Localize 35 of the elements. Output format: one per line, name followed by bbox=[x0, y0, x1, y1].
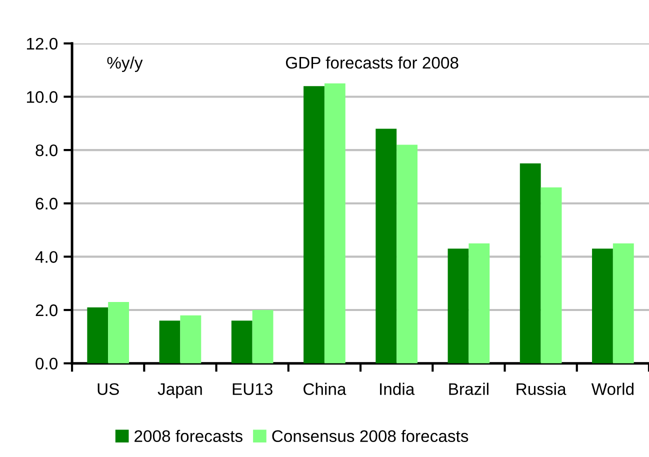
y-tick-label: 12.0 bbox=[26, 38, 58, 50]
x-tick-label: China bbox=[304, 382, 346, 395]
bar bbox=[180, 315, 202, 364]
bar bbox=[540, 187, 562, 364]
bar bbox=[376, 128, 397, 364]
y-tick-label: 10.0 bbox=[26, 91, 58, 103]
x-tick-label: Brazil bbox=[449, 382, 488, 395]
y-tick-label: 2.0 bbox=[36, 304, 58, 316]
bar bbox=[468, 243, 490, 364]
bar bbox=[448, 248, 469, 364]
x-tick-label: Japan bbox=[158, 383, 202, 398]
x-tick-label: EU13 bbox=[232, 383, 272, 395]
y-tick-label: 6.0 bbox=[36, 198, 58, 210]
x-tick-label: US bbox=[98, 383, 119, 395]
bar bbox=[304, 86, 324, 364]
bar bbox=[108, 302, 130, 364]
bar bbox=[396, 144, 418, 364]
y-tick-label: 8.0 bbox=[36, 144, 58, 156]
bar bbox=[324, 83, 346, 364]
legend-label: Consensus 2008 forecasts bbox=[272, 430, 468, 442]
legend-label: 2008 forecasts bbox=[134, 430, 242, 442]
bar bbox=[592, 248, 613, 364]
bar bbox=[231, 320, 252, 364]
y-axis-title: %y/y bbox=[107, 56, 143, 72]
text: GDP forecasts for 2008 bbox=[286, 56, 458, 69]
y-tick-label: 0.0 bbox=[36, 358, 58, 370]
x-tick-label: India bbox=[380, 382, 415, 395]
bar bbox=[252, 310, 274, 364]
bar bbox=[87, 307, 108, 364]
bar bbox=[159, 320, 180, 364]
y-tick-label: 4.0 bbox=[35, 251, 58, 263]
x-tick-label: World bbox=[591, 382, 634, 395]
x-tick-label: Russia bbox=[516, 382, 566, 395]
bar bbox=[520, 163, 541, 364]
bar bbox=[612, 243, 634, 364]
